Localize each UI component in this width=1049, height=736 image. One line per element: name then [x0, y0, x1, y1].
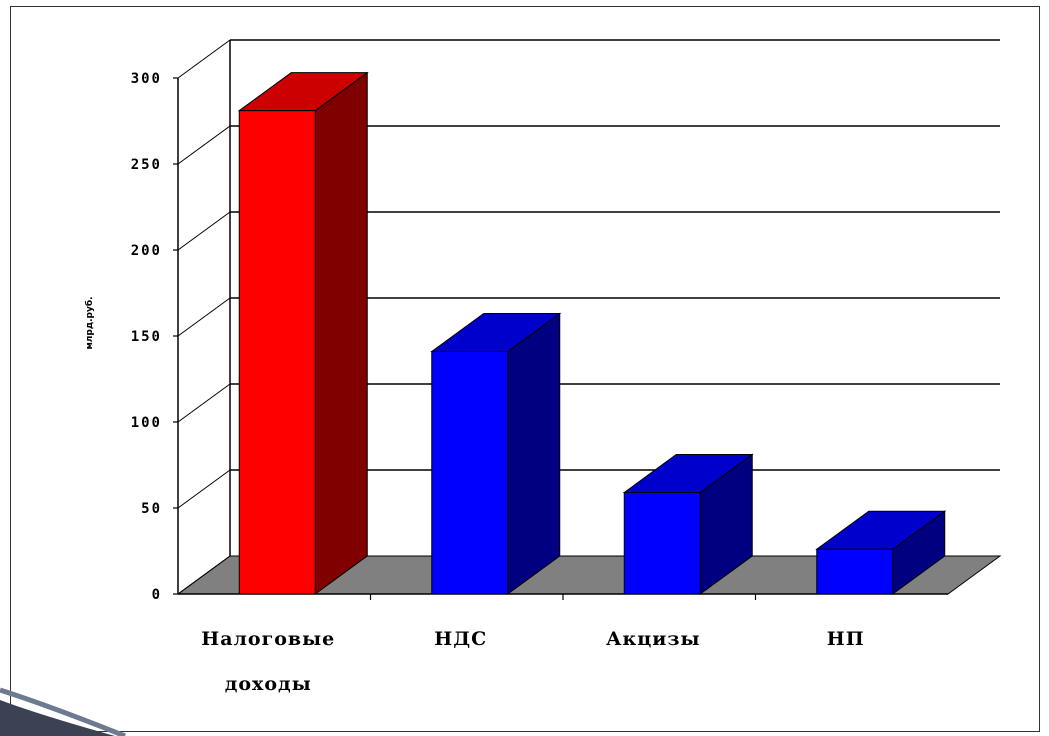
slide-corner-decoration [0, 700, 115, 736]
x-tick-label: НП [827, 628, 865, 650]
side-wall-tick [177, 125, 231, 165]
x-tick-label: НДС [434, 628, 487, 650]
slide-corner-swoosh [0, 687, 126, 736]
side-wall-tick [177, 469, 231, 509]
y-tick-label: 250 [131, 157, 162, 173]
bar [816, 548, 894, 595]
y-axis-title: млрд.руб. [84, 296, 95, 349]
side-wall-tick [177, 383, 231, 423]
x-tick-label: Налоговые [201, 628, 335, 650]
y-tick-label: 300 [131, 71, 162, 87]
bar-side [507, 312, 561, 595]
y-tick-label: 0 [152, 587, 162, 603]
y-tick-label: 100 [131, 415, 162, 431]
side-wall-tick [177, 39, 231, 79]
bar-side [314, 71, 368, 595]
x-tick-label: доходы [225, 673, 312, 695]
side-wall-tick [177, 555, 231, 595]
x-tick-label: Акцизы [606, 628, 701, 650]
side-wall-tick [177, 211, 231, 251]
y-tick-label: 150 [131, 329, 162, 345]
bar [238, 110, 316, 595]
y-tick-label: 200 [131, 243, 162, 259]
y-tick-label: 50 [141, 501, 162, 517]
bar [431, 350, 509, 595]
bar [623, 492, 701, 595]
side-wall-tick [177, 297, 231, 337]
